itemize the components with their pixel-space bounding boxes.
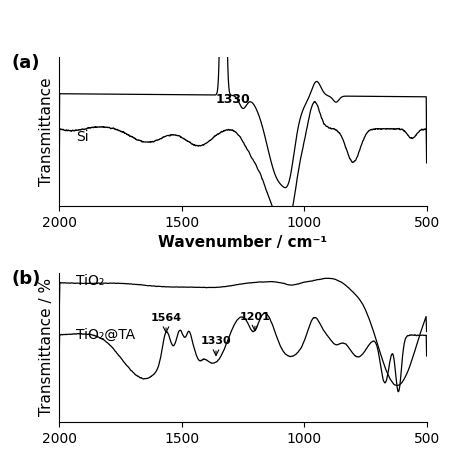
X-axis label: Wavenumber / cm⁻¹: Wavenumber / cm⁻¹: [158, 235, 328, 250]
Text: 1201: 1201: [239, 312, 270, 322]
Text: Si: Si: [76, 130, 89, 144]
Y-axis label: Transmittance / %: Transmittance / %: [39, 278, 54, 417]
Text: 1330: 1330: [216, 93, 250, 106]
Text: (b): (b): [11, 270, 41, 288]
Text: 1564: 1564: [150, 313, 182, 323]
Text: (a): (a): [11, 54, 40, 72]
Text: TiO₂@TA: TiO₂@TA: [76, 328, 136, 342]
Text: 1330: 1330: [201, 337, 231, 346]
Text: TiO₂: TiO₂: [76, 273, 105, 288]
Y-axis label: Transmittance: Transmittance: [39, 77, 54, 186]
